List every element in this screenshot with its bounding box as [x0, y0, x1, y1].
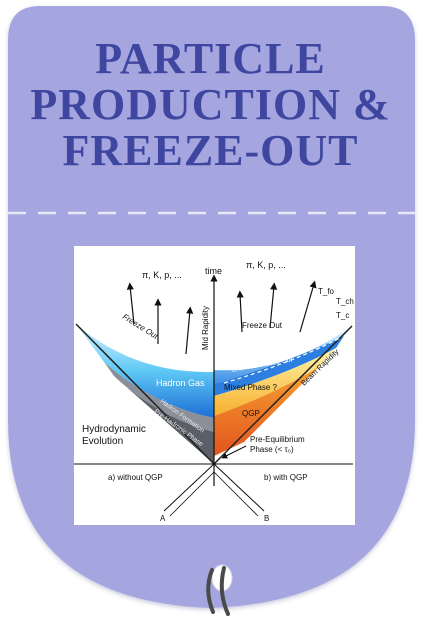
title-line-2: PRODUCTION & — [30, 80, 391, 129]
hydro-label-line2: Evolution — [82, 436, 123, 447]
right-hadron-gas-label: Hadron Gas — [235, 341, 279, 356]
right-hadron-gas-region — [214, 326, 352, 384]
pre-eq-label-line2: Phase (< τ₀) — [250, 445, 294, 454]
particles-right-label: π, K, p, ... — [246, 260, 286, 270]
t-ch-label: T_ch — [336, 297, 354, 306]
left-hadron-gas-label: Hadron Gas — [156, 378, 205, 388]
qgp-label: QGP — [242, 409, 260, 418]
pre-eq-label-line1: Pre-Equilibrium — [250, 435, 305, 444]
right-freeze-out-label: Freeze Out — [242, 321, 283, 330]
right-mixed-phase-region — [214, 348, 336, 416]
beam-line-a — [163, 463, 215, 512]
title-line-1: PARTICLE — [95, 34, 326, 83]
time-axis-label: time — [205, 266, 222, 276]
left-lightcone — [75, 323, 215, 465]
left-pre-hadronic-band — [114, 376, 214, 464]
chemical-freeze-out-curve — [223, 337, 341, 384]
beam-line-b — [213, 463, 265, 512]
left-hadron-formation-band — [104, 362, 214, 432]
beam-line-a2 — [169, 471, 215, 517]
t-c-label: T_c — [336, 311, 349, 320]
particles-left-label: π, K, p, ... — [142, 270, 182, 280]
right-caption: b) with QGP — [264, 473, 308, 482]
left-panel — [75, 323, 215, 465]
title-line-3: FREEZE-OUT — [62, 126, 359, 175]
beam-line-b2 — [213, 471, 259, 517]
right-lightcone — [213, 325, 353, 465]
left-caption: a) without QGP — [108, 473, 163, 482]
pre-eq-pointer — [221, 445, 247, 459]
nucleus-b-label: B — [264, 514, 269, 523]
right-panel — [213, 325, 353, 465]
hydro-label-line1: Hydrodynamic — [82, 424, 146, 435]
mixed-phase-label: Mixed Phase ? — [224, 383, 277, 392]
string-loop-icon — [206, 564, 233, 616]
t-fo-label: T_fo — [318, 287, 335, 296]
tag-title: PARTICLE PRODUCTION & FREEZE-OUT — [0, 36, 421, 174]
mid-rapidity-label: Mid Rapidity — [201, 306, 210, 350]
heavy-ion-collision-diagram: π, K, p, ... π, K, p, ... time Mid Rapid… — [74, 246, 355, 525]
left-freeze-out-label: Freeze Out — [121, 312, 160, 341]
particle-emission-arrows — [126, 280, 317, 355]
left-hadron-gas-region — [76, 324, 214, 418]
nucleus-a-label: A — [160, 514, 166, 523]
